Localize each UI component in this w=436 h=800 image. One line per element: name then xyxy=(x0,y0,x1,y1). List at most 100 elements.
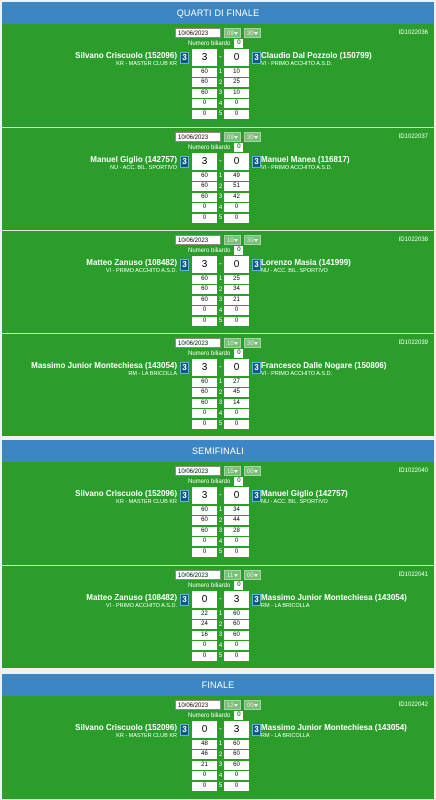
set-p2-input[interactable]: 0 xyxy=(224,537,249,546)
player2-score-input[interactable]: 3 xyxy=(224,721,249,738)
set-p1-input[interactable]: 60 xyxy=(192,388,217,397)
player1-score-input[interactable]: 0 xyxy=(192,591,217,608)
minute-select[interactable]: 30 xyxy=(244,235,261,245)
date-input[interactable]: 10/06/2023 xyxy=(175,235,221,245)
set-p1-input[interactable]: 60 xyxy=(192,377,217,387)
set-p1-input[interactable]: 60 xyxy=(192,516,217,525)
biliardo-input[interactable]: 0 xyxy=(234,711,244,720)
set-p2-input[interactable]: 0 xyxy=(224,203,249,212)
set-p1-input[interactable]: 0 xyxy=(192,537,217,546)
set-p1-input[interactable]: 0 xyxy=(192,316,217,326)
player1-score-input[interactable]: 3 xyxy=(192,49,217,66)
biliardo-input[interactable]: 0 xyxy=(234,143,244,152)
set-p2-input[interactable]: 60 xyxy=(224,630,249,640)
set-p1-input[interactable]: 60 xyxy=(192,78,217,87)
minute-select[interactable]: 00 xyxy=(244,466,261,476)
set-p2-input[interactable]: 25 xyxy=(224,274,249,284)
biliardo-input[interactable]: 0 xyxy=(234,349,244,358)
set-p2-input[interactable]: 14 xyxy=(224,398,249,408)
set-p1-input[interactable]: 60 xyxy=(192,67,217,77)
set-p1-input[interactable]: 0 xyxy=(192,641,217,650)
date-input[interactable]: 10/06/2023 xyxy=(175,28,221,38)
set-p2-input[interactable]: 51 xyxy=(224,182,249,191)
set-p1-input[interactable]: 60 xyxy=(192,274,217,284)
player2-score-input[interactable]: 0 xyxy=(224,153,249,170)
set-p2-input[interactable]: 45 xyxy=(224,388,249,397)
set-p1-input[interactable]: 60 xyxy=(192,182,217,191)
set-p2-input[interactable]: 60 xyxy=(224,609,249,619)
set-p1-input[interactable]: 60 xyxy=(192,192,217,202)
set-p2-input[interactable]: 60 xyxy=(224,620,249,629)
player1-score-input[interactable]: 0 xyxy=(192,721,217,738)
date-input[interactable]: 10/06/2023 xyxy=(175,570,221,580)
set-p1-input[interactable]: 21 xyxy=(192,760,217,770)
set-p1-input[interactable]: 0 xyxy=(192,306,217,315)
player2-score-input[interactable]: 0 xyxy=(224,49,249,66)
set-p1-input[interactable]: 24 xyxy=(192,620,217,629)
set-p2-input[interactable]: 42 xyxy=(224,192,249,202)
set-p1-input[interactable]: 0 xyxy=(192,651,217,661)
player2-score-input[interactable]: 0 xyxy=(224,359,249,376)
set-p1-input[interactable]: 0 xyxy=(192,99,217,108)
player1-score-input[interactable]: 3 xyxy=(192,487,217,504)
set-p2-input[interactable]: 0 xyxy=(224,641,249,650)
hour-select[interactable]: 09 xyxy=(224,132,241,142)
set-p1-input[interactable]: 0 xyxy=(192,213,217,223)
hour-select[interactable]: 11 xyxy=(224,570,241,580)
set-p2-input[interactable]: 0 xyxy=(224,306,249,315)
player2-score-input[interactable]: 0 xyxy=(224,256,249,273)
set-p1-input[interactable]: 60 xyxy=(192,505,217,515)
player1-score-input[interactable]: 3 xyxy=(192,153,217,170)
set-p2-input[interactable]: 0 xyxy=(224,781,249,791)
set-p2-input[interactable]: 10 xyxy=(224,67,249,77)
player2-score-input[interactable]: 0 xyxy=(224,487,249,504)
biliardo-input[interactable]: 0 xyxy=(234,39,244,48)
minute-select[interactable]: 30 xyxy=(244,28,261,38)
set-p2-input[interactable]: 27 xyxy=(224,377,249,387)
set-p2-input[interactable]: 25 xyxy=(224,78,249,87)
hour-select[interactable]: 12 xyxy=(224,700,241,710)
set-p2-input[interactable]: 0 xyxy=(224,109,249,119)
hour-select[interactable]: 10 xyxy=(224,338,241,348)
set-p2-input[interactable]: 0 xyxy=(224,771,249,780)
set-p1-input[interactable]: 60 xyxy=(192,398,217,408)
set-p2-input[interactable]: 10 xyxy=(224,88,249,98)
set-p1-input[interactable]: 0 xyxy=(192,547,217,557)
date-input[interactable]: 10/06/2023 xyxy=(175,466,221,476)
set-p2-input[interactable]: 49 xyxy=(224,171,249,181)
set-p2-input[interactable]: 34 xyxy=(224,505,249,515)
set-p1-input[interactable]: 60 xyxy=(192,526,217,536)
set-p1-input[interactable]: 48 xyxy=(192,739,217,749)
set-p1-input[interactable]: 0 xyxy=(192,203,217,212)
set-p2-input[interactable]: 60 xyxy=(224,750,249,759)
set-p2-input[interactable]: 0 xyxy=(224,213,249,223)
set-p2-input[interactable]: 0 xyxy=(224,409,249,418)
biliardo-input[interactable]: 0 xyxy=(234,581,244,590)
hour-select[interactable]: 15 xyxy=(224,466,241,476)
set-p2-input[interactable]: 21 xyxy=(224,295,249,305)
player1-score-input[interactable]: 3 xyxy=(192,359,217,376)
set-p1-input[interactable]: 60 xyxy=(192,295,217,305)
set-p1-input[interactable]: 0 xyxy=(192,781,217,791)
hour-select[interactable]: 10 xyxy=(224,235,241,245)
set-p1-input[interactable]: 60 xyxy=(192,88,217,98)
set-p2-input[interactable]: 0 xyxy=(224,99,249,108)
set-p2-input[interactable]: 60 xyxy=(224,760,249,770)
minute-select[interactable]: 00 xyxy=(244,570,261,580)
minute-select[interactable]: 30 xyxy=(244,338,261,348)
set-p1-input[interactable]: 46 xyxy=(192,750,217,759)
biliardo-input[interactable]: 0 xyxy=(234,477,244,486)
set-p1-input[interactable]: 16 xyxy=(192,630,217,640)
set-p1-input[interactable]: 60 xyxy=(192,171,217,181)
set-p2-input[interactable]: 0 xyxy=(224,547,249,557)
set-p1-input[interactable]: 0 xyxy=(192,771,217,780)
set-p2-input[interactable]: 44 xyxy=(224,516,249,525)
set-p2-input[interactable]: 0 xyxy=(224,419,249,429)
set-p2-input[interactable]: 60 xyxy=(224,739,249,749)
set-p2-input[interactable]: 0 xyxy=(224,651,249,661)
set-p2-input[interactable]: 0 xyxy=(224,316,249,326)
biliardo-input[interactable]: 0 xyxy=(234,246,244,255)
set-p1-input[interactable]: 22 xyxy=(192,609,217,619)
date-input[interactable]: 10/06/2023 xyxy=(175,700,221,710)
set-p1-input[interactable]: 0 xyxy=(192,419,217,429)
